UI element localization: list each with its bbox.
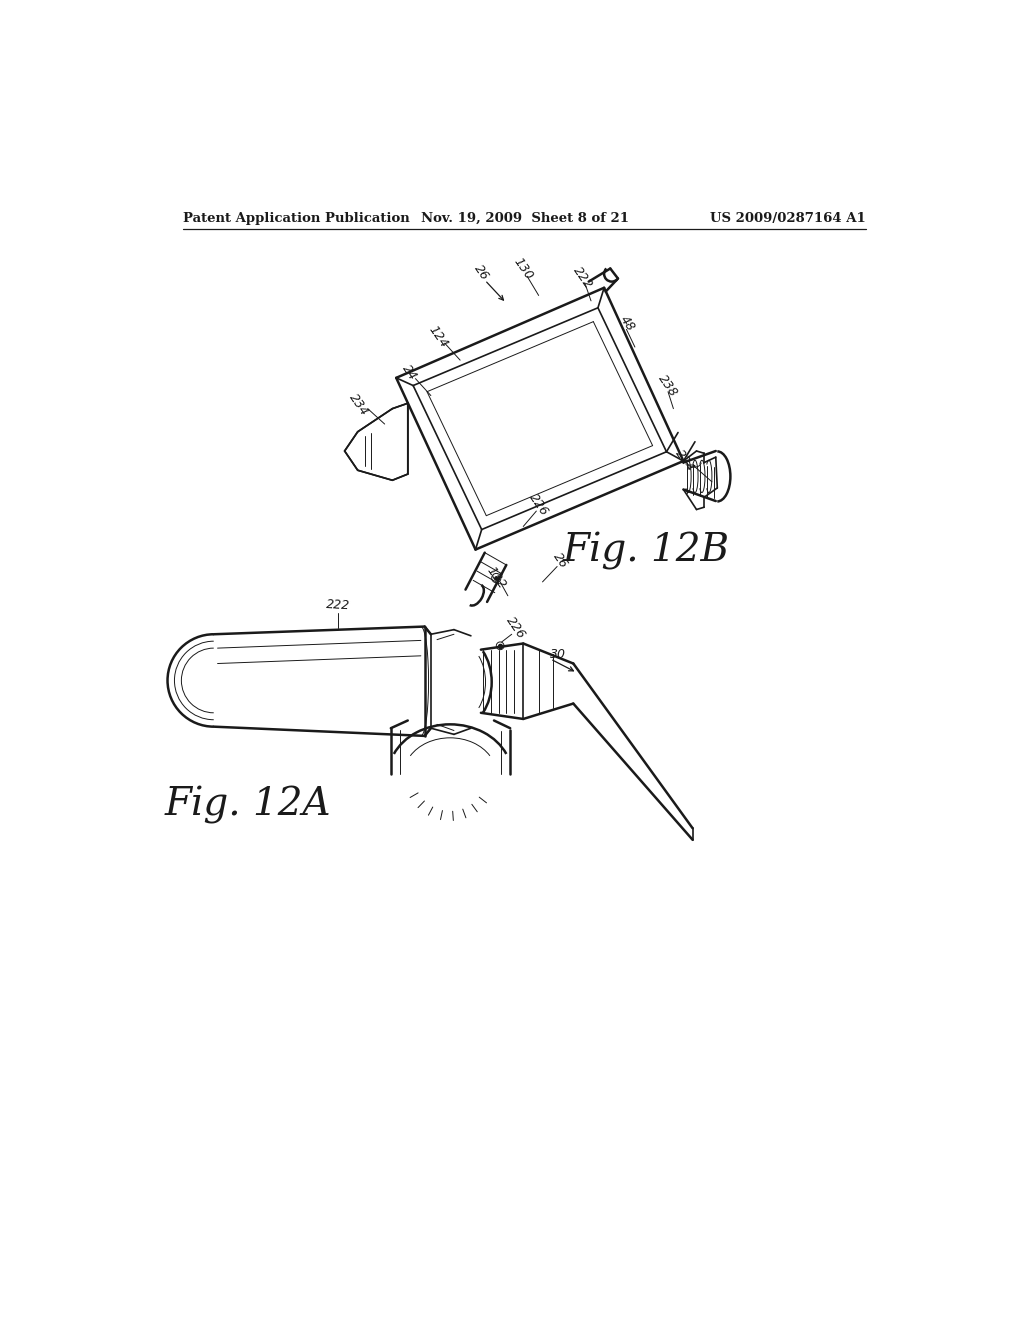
Text: 30: 30 [550,648,566,661]
Polygon shape [345,404,408,480]
Text: Fig. 12B: Fig. 12B [563,532,730,570]
Text: 48: 48 [617,314,637,334]
Text: Patent Application Publication: Patent Application Publication [183,213,410,224]
Text: 222: 222 [570,264,595,292]
Text: 224: 224 [673,447,697,475]
Text: 26: 26 [550,550,570,570]
Text: Nov. 19, 2009  Sheet 8 of 21: Nov. 19, 2009 Sheet 8 of 21 [421,213,629,224]
Text: 226: 226 [504,615,527,642]
Text: Fig. 12A: Fig. 12A [164,787,331,824]
Text: 238: 238 [655,372,680,399]
Text: US 2009/0287164 A1: US 2009/0287164 A1 [711,213,866,224]
Text: 234: 234 [346,391,371,418]
Text: 130: 130 [511,255,536,282]
Text: 124: 124 [426,323,451,351]
Text: 222: 222 [326,598,351,612]
Text: 226: 226 [526,491,551,519]
Text: 26: 26 [471,263,490,282]
Text: 132: 132 [484,565,509,591]
Text: 24: 24 [399,362,419,383]
